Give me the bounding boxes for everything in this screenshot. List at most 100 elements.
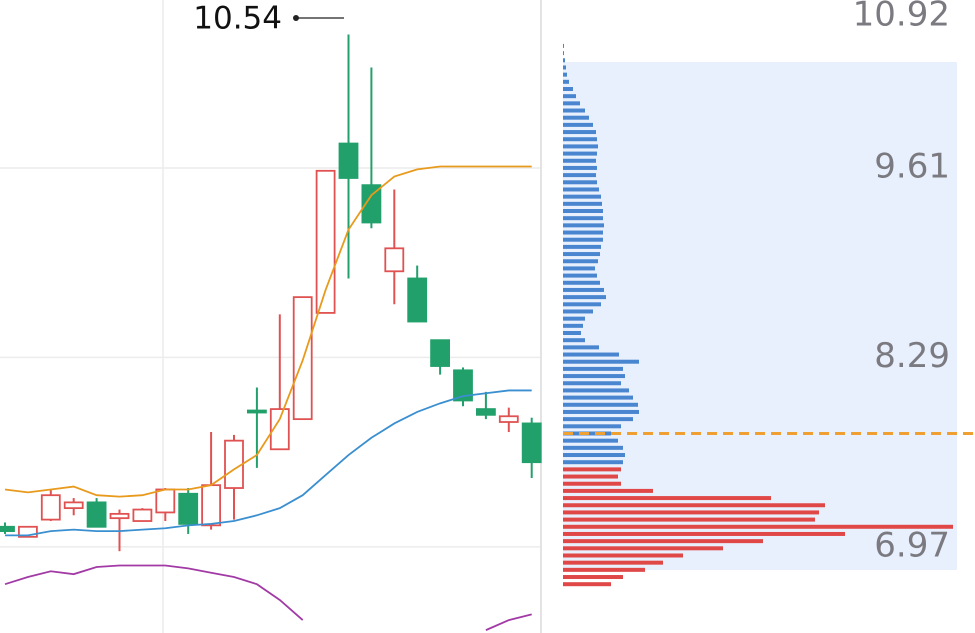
profile-bar — [563, 173, 596, 178]
profile-bar — [563, 388, 629, 393]
profile-bar — [563, 259, 598, 264]
profile-bar — [563, 43, 564, 48]
profile-bar — [563, 137, 597, 142]
ma-line — [4, 165, 532, 498]
profile-bar — [563, 187, 599, 192]
profile-bar — [563, 539, 763, 544]
candle-body — [475, 408, 496, 416]
profile-bar — [563, 209, 603, 213]
candle-body — [498, 415, 519, 423]
profile-bar — [563, 517, 815, 522]
candle-body — [384, 247, 405, 273]
candle-body — [521, 422, 542, 464]
profile-bar — [563, 223, 604, 228]
profile-bar — [563, 65, 566, 70]
profile-bar — [563, 273, 597, 278]
profile-bar — [563, 582, 611, 587]
profile-bar — [563, 331, 581, 336]
candle-body — [338, 142, 359, 179]
profile-bar — [563, 366, 623, 371]
profile-bar — [563, 237, 603, 242]
profile-bar — [563, 122, 593, 127]
profile-bar — [563, 316, 585, 321]
profile-bar — [563, 338, 585, 343]
profile-bar — [563, 180, 597, 185]
profile-bar — [563, 345, 599, 350]
profile-bar — [563, 252, 600, 257]
profile-bar — [563, 309, 593, 314]
profile-bar — [563, 409, 639, 414]
profile-bar — [563, 295, 606, 300]
candle-body — [201, 484, 222, 527]
ma-line — [5, 389, 532, 537]
profile-bar — [563, 266, 595, 271]
profile-bar — [563, 359, 639, 364]
profile-bar — [563, 481, 621, 486]
profile-bar — [563, 374, 625, 379]
profile-bar — [563, 130, 596, 135]
candle-body — [407, 277, 428, 323]
profile-bar — [563, 115, 589, 120]
profile-bar — [563, 72, 567, 77]
annotation-label: 10.54 — [193, 1, 282, 37]
profile-bar — [563, 488, 653, 493]
candle-body — [63, 501, 84, 510]
profile-bar — [563, 165, 597, 170]
profile-bar — [563, 158, 596, 163]
profile-bar — [563, 151, 597, 156]
profile-bar — [563, 51, 564, 56]
profile-bar — [563, 244, 601, 249]
profile-bar — [563, 287, 604, 292]
profile-bar — [563, 108, 585, 113]
profile-bar — [563, 58, 565, 63]
profile-bar — [563, 496, 771, 501]
profile-bar — [563, 144, 598, 149]
profile-bar — [563, 503, 825, 508]
profile-bar — [563, 560, 663, 565]
candle-body — [109, 512, 130, 520]
y-tick-label: 8.29 — [874, 336, 950, 376]
y-tick-label: 10.92 — [853, 0, 950, 35]
profile-bar — [563, 438, 618, 443]
candle-body — [224, 439, 244, 489]
candle-body — [430, 339, 451, 367]
candle-body — [17, 525, 38, 538]
y-tick-label: 6.97 — [874, 525, 950, 565]
profile-bar — [563, 216, 603, 221]
profile-bar — [563, 553, 683, 558]
profile-bar — [563, 445, 623, 450]
profile-bar — [563, 302, 601, 307]
candle-body — [269, 408, 290, 451]
profile-bar — [563, 402, 638, 407]
candle-body — [361, 184, 382, 224]
annotation-dot — [293, 15, 299, 21]
profile-bar — [563, 567, 645, 572]
profile-bar — [563, 510, 819, 515]
profile-bar — [563, 575, 623, 580]
profile-bar — [563, 79, 569, 84]
profile-bar — [563, 546, 723, 551]
profile-bar — [563, 280, 600, 285]
profile-bar — [563, 101, 580, 106]
profile-bar — [563, 230, 603, 235]
profile-bar — [563, 524, 953, 529]
profile-bar — [563, 381, 621, 386]
candle-body — [0, 525, 15, 532]
profile-bar — [563, 352, 619, 357]
profile-bar — [563, 531, 845, 536]
profile-bar — [563, 201, 602, 206]
candle-body — [132, 508, 153, 522]
candle-body — [155, 488, 176, 514]
candle-body — [86, 501, 107, 528]
candle-body — [453, 369, 473, 402]
profile-band — [563, 62, 957, 570]
profile-bar — [563, 460, 623, 465]
profile-bar — [563, 323, 583, 328]
candle-body — [40, 494, 61, 521]
profile-bar — [563, 86, 573, 91]
ma-line — [4, 564, 532, 631]
profile-bar — [563, 417, 633, 422]
candle-body — [178, 492, 199, 525]
candle-body — [246, 409, 267, 414]
